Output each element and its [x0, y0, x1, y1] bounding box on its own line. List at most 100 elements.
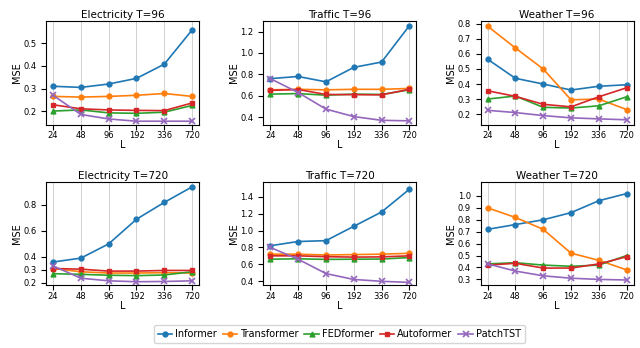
- Informer: [161, 200, 168, 205]
- Autoformer: [105, 108, 113, 112]
- Autoformer: [378, 93, 385, 97]
- Autoformer: [540, 102, 547, 106]
- FEDformer: [567, 106, 575, 110]
- Autoformer: [567, 266, 575, 270]
- PatchTST: [350, 114, 358, 119]
- Autoformer: [266, 254, 274, 258]
- Line: Transformer: Transformer: [268, 86, 412, 92]
- FEDformer: [484, 262, 492, 266]
- Transformer: [161, 270, 168, 275]
- X-axis label: L: L: [554, 140, 560, 150]
- Line: FEDformer: FEDformer: [51, 269, 195, 278]
- Line: PatchTST: PatchTST: [484, 261, 630, 283]
- Line: Informer: Informer: [485, 191, 629, 232]
- Title: Traffic T=720: Traffic T=720: [305, 171, 374, 181]
- PatchTST: [567, 276, 575, 280]
- FEDformer: [266, 257, 274, 261]
- Informer: [294, 239, 302, 244]
- PatchTST: [595, 277, 603, 282]
- FEDformer: [540, 263, 547, 267]
- Informer: [132, 217, 140, 221]
- Autoformer: [484, 89, 492, 93]
- PatchTST: [294, 257, 302, 261]
- Title: Weather T=96: Weather T=96: [520, 10, 595, 20]
- Informer: [484, 227, 492, 231]
- Line: PatchTST: PatchTST: [50, 92, 195, 124]
- FEDformer: [595, 104, 603, 108]
- Informer: [378, 60, 385, 64]
- Transformer: [132, 271, 140, 275]
- Informer: [623, 191, 630, 196]
- Transformer: [322, 88, 330, 92]
- Autoformer: [511, 94, 519, 98]
- Informer: [322, 80, 330, 84]
- X-axis label: L: L: [554, 301, 560, 311]
- Title: Traffic T=96: Traffic T=96: [308, 10, 371, 20]
- Transformer: [161, 92, 168, 96]
- Title: Weather T=720: Weather T=720: [516, 171, 598, 181]
- FEDformer: [294, 92, 302, 96]
- Informer: [595, 199, 603, 203]
- Informer: [188, 185, 196, 189]
- FEDformer: [322, 257, 330, 261]
- Informer: [540, 82, 547, 86]
- Transformer: [540, 227, 547, 231]
- PatchTST: [161, 279, 168, 284]
- X-axis label: L: L: [337, 301, 342, 311]
- PatchTST: [77, 112, 84, 117]
- X-axis label: L: L: [120, 301, 125, 311]
- Line: PatchTST: PatchTST: [267, 244, 413, 285]
- Transformer: [294, 252, 302, 256]
- Line: Informer: Informer: [485, 57, 629, 93]
- FEDformer: [406, 88, 413, 92]
- Transformer: [511, 46, 519, 50]
- Y-axis label: MSE: MSE: [12, 62, 22, 83]
- PatchTST: [188, 119, 196, 123]
- Line: Transformer: Transformer: [51, 91, 195, 100]
- Autoformer: [49, 267, 57, 271]
- Informer: [511, 76, 519, 80]
- Line: Informer: Informer: [268, 187, 412, 248]
- PatchTST: [511, 269, 519, 273]
- Line: FEDformer: FEDformer: [268, 255, 412, 262]
- FEDformer: [294, 257, 302, 261]
- X-axis label: L: L: [337, 140, 342, 150]
- PatchTST: [406, 119, 413, 123]
- Autoformer: [350, 255, 358, 259]
- Informer: [350, 224, 358, 228]
- Autoformer: [322, 255, 330, 259]
- Transformer: [484, 24, 492, 28]
- Autoformer: [294, 254, 302, 258]
- Transformer: [540, 67, 547, 71]
- FEDformer: [322, 93, 330, 97]
- FEDformer: [540, 105, 547, 109]
- PatchTST: [406, 280, 413, 285]
- FEDformer: [161, 110, 168, 114]
- Transformer: [623, 108, 630, 112]
- Line: Autoformer: Autoformer: [268, 253, 412, 260]
- Informer: [105, 82, 113, 86]
- Informer: [350, 65, 358, 70]
- FEDformer: [484, 97, 492, 101]
- Informer: [266, 77, 274, 81]
- FEDformer: [132, 111, 140, 116]
- FEDformer: [623, 253, 630, 258]
- Line: Transformer: Transformer: [485, 24, 629, 112]
- PatchTST: [105, 279, 113, 283]
- Transformer: [266, 88, 274, 92]
- PatchTST: [266, 77, 274, 81]
- Autoformer: [595, 95, 603, 99]
- Line: Transformer: Transformer: [51, 266, 195, 276]
- FEDformer: [350, 92, 358, 96]
- Informer: [322, 239, 330, 243]
- Transformer: [406, 251, 413, 255]
- PatchTST: [623, 278, 630, 282]
- Informer: [623, 83, 630, 87]
- Transformer: [511, 215, 519, 220]
- FEDformer: [105, 273, 113, 277]
- Line: Informer: Informer: [51, 27, 195, 90]
- Informer: [406, 24, 413, 28]
- Autoformer: [105, 269, 113, 273]
- Transformer: [623, 268, 630, 272]
- Line: Autoformer: Autoformer: [51, 101, 195, 113]
